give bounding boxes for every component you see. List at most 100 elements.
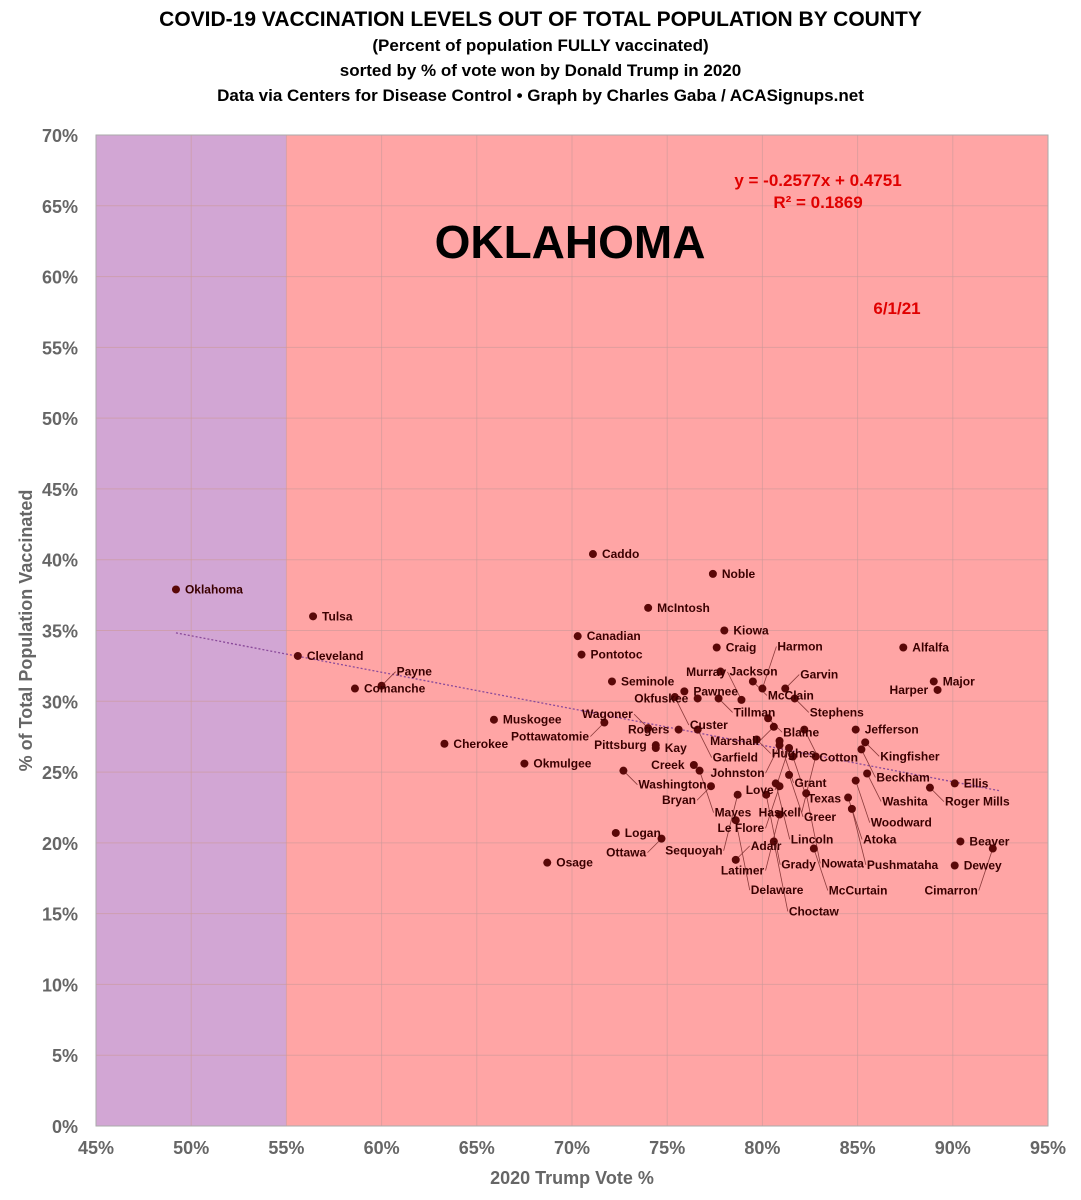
data-point (769, 837, 778, 846)
data-label: Blaine (783, 725, 819, 739)
data-point (543, 858, 552, 867)
leader-line (813, 848, 829, 891)
chart-subtitle: (Percent of population FULLY vaccinated) (372, 36, 709, 55)
data-point (737, 695, 746, 704)
data-point (693, 694, 702, 703)
data-label: Kiowa (733, 624, 769, 638)
leader-line (855, 780, 871, 823)
leader-line (735, 820, 751, 891)
data-point (309, 612, 318, 621)
data-label: Washington (638, 778, 706, 792)
data-label: Seminole (621, 674, 675, 688)
y-tick-label: 35% (42, 622, 78, 642)
data-label: Texas (808, 791, 841, 805)
data-label: Okmulgee (533, 757, 591, 771)
data-label: Cherokee (453, 737, 508, 751)
data-label: Cotton (819, 751, 858, 765)
data-label: Haskell (759, 805, 801, 819)
y-tick-label: 30% (42, 692, 78, 712)
data-label: Dewey (964, 859, 1002, 873)
data-label: Beckham (876, 770, 929, 784)
data-point (857, 745, 866, 754)
trendline-equation: y = -0.2577x + 0.4751 (734, 171, 901, 190)
plot-border (95, 134, 1049, 1127)
x-tick-label: 70% (554, 1138, 590, 1158)
data-point (899, 643, 908, 652)
data-label: Logan (625, 826, 661, 840)
data-label: Lincoln (791, 832, 834, 846)
leader-line (723, 794, 739, 851)
data-label: Comanche (364, 682, 426, 696)
data-label: Pushmataha (867, 858, 939, 872)
leader-line (775, 783, 791, 840)
data-point (716, 667, 725, 676)
data-label: Atoka (863, 833, 897, 847)
data-point (950, 779, 959, 788)
data-label: Craig (726, 640, 757, 654)
data-point (293, 651, 302, 660)
y-tick-label: 65% (42, 197, 78, 217)
data-point (847, 804, 856, 813)
y-tick-label: 40% (42, 551, 78, 571)
data-point (956, 837, 965, 846)
data-label: Harmon (777, 640, 822, 654)
leader-line (978, 848, 994, 891)
data-label: Ottawa (606, 846, 646, 860)
data-label: Mayes (715, 806, 752, 820)
data-label: Marshall (710, 734, 759, 748)
data-point (670, 693, 679, 702)
data-point (861, 738, 870, 747)
data-point (712, 643, 721, 652)
x-tick-label: 80% (744, 1138, 780, 1158)
data-label: Grant (795, 776, 827, 790)
y-tick-label: 45% (42, 480, 78, 500)
x-axis-label: 2020 Trump Vote % (490, 1168, 654, 1188)
leader-line (674, 696, 690, 726)
data-label: Osage (556, 856, 593, 870)
data-point (573, 632, 582, 641)
data-point (600, 718, 609, 727)
data-label: Cleveland (307, 649, 364, 663)
x-tick-label: 45% (78, 1138, 114, 1158)
y-axis-label: % of Total Population Vaccinated (16, 490, 36, 772)
data-point (588, 550, 597, 559)
x-tick-label: 65% (459, 1138, 495, 1158)
leader-line (805, 793, 821, 864)
data-point (769, 722, 778, 731)
data-point (785, 744, 794, 753)
data-label: Washita (882, 794, 928, 808)
data-point (752, 735, 761, 744)
data-point (775, 810, 784, 819)
data-label: Rogers (628, 723, 670, 737)
data-point (607, 677, 616, 686)
data-label: Pittsburg (594, 738, 647, 752)
data-label: Pawnee (693, 684, 738, 698)
data-label: Grady (781, 858, 816, 872)
leader-line (697, 729, 713, 758)
y-tick-label: 25% (42, 763, 78, 783)
chart-credit: Data via Centers for Disease Control • G… (217, 86, 864, 105)
data-label: Beaver (969, 834, 1009, 848)
data-points (171, 550, 997, 870)
y-tick-label: 60% (42, 268, 78, 288)
chart-subtitle-sort: sorted by % of vote won by Donald Trump … (339, 61, 742, 80)
x-tick-label: 60% (364, 1138, 400, 1158)
data-point (758, 684, 767, 693)
data-label: McClain (768, 688, 814, 702)
data-point (988, 844, 997, 853)
data-label: McCurtain (829, 884, 888, 898)
data-label: Nowata (821, 856, 864, 870)
y-tick-label: 20% (42, 834, 78, 854)
data-point (844, 793, 853, 802)
data-label: Custer (690, 718, 728, 732)
data-point (644, 724, 653, 733)
data-label: Harper (890, 683, 929, 697)
leader-line (851, 808, 867, 865)
x-tick-label: 90% (935, 1138, 971, 1158)
data-label: Payne (397, 665, 433, 679)
data-point (714, 694, 723, 703)
data-point (811, 752, 820, 761)
data-point (764, 714, 773, 723)
